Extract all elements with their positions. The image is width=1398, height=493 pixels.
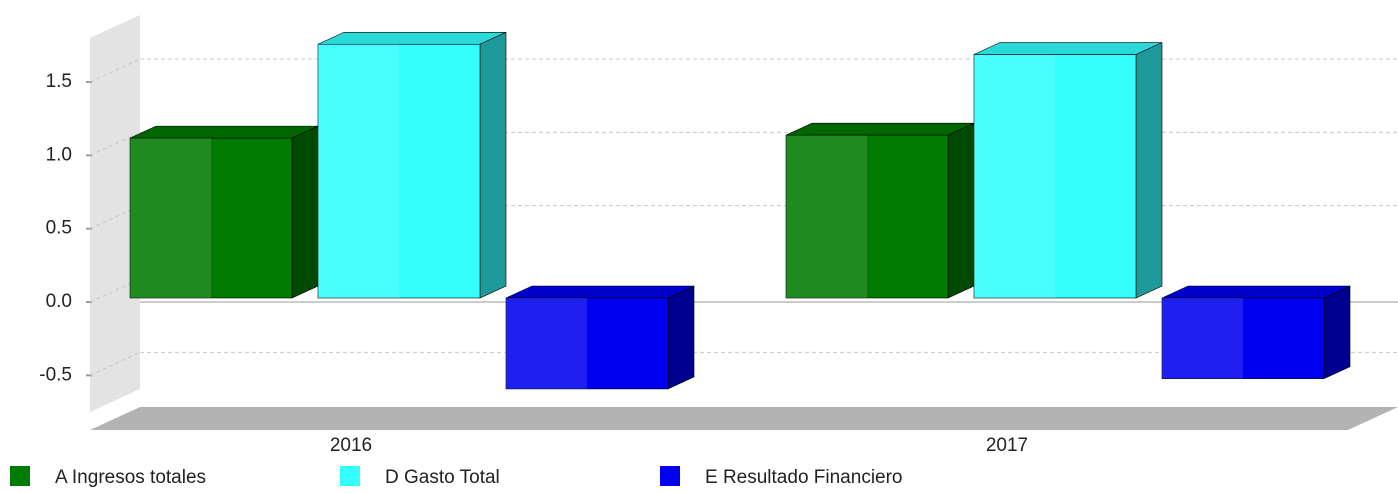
legend-label: E Resultado Financiero [705, 467, 903, 488]
bar-side-shade [480, 32, 506, 299]
bar-top-shade [506, 286, 694, 298]
grid-line [89, 58, 141, 83]
bar-top-shade [974, 42, 1162, 55]
bar [317, 43, 481, 299]
legend-swatch [340, 466, 360, 486]
bar-shine [1162, 298, 1243, 379]
grid-line [89, 131, 141, 156]
bar [129, 137, 293, 299]
bar-shine [130, 138, 211, 298]
y-tick-label: 0.0 [46, 291, 72, 312]
bar-side-shade [1324, 286, 1350, 379]
bar-shine [974, 54, 1055, 299]
grid-line [89, 351, 141, 376]
legend-label: A Ingresos totales [55, 467, 206, 488]
bar-side-shade [948, 123, 974, 298]
bar-shine [506, 298, 587, 389]
bar-side-shade [292, 126, 318, 298]
legend-swatch [10, 466, 30, 486]
x-tick-label: 2016 [330, 435, 372, 456]
legend-label: D Gasto Total [385, 467, 500, 488]
bar-top-shade [318, 32, 506, 45]
bar-top-shade [786, 123, 974, 136]
y-tick-label: 1.5 [46, 71, 72, 92]
bar [973, 54, 1137, 299]
bar-side-shade [668, 286, 694, 389]
y-tick-label: -0.5 [39, 364, 72, 385]
bar-shine [786, 135, 867, 298]
bar-side-shade [1136, 42, 1162, 299]
y-tick-label: 1.0 [46, 144, 72, 165]
bar-shine [318, 44, 399, 299]
legend-swatch [660, 466, 680, 486]
bar [505, 297, 669, 390]
side-wall [90, 15, 140, 412]
bar-top-shade [1162, 286, 1350, 298]
bar-top-shade [130, 126, 318, 139]
bar [1161, 297, 1325, 379]
bar [785, 134, 949, 299]
y-tick-label: 0.5 [46, 218, 72, 239]
floor [90, 407, 1398, 430]
x-tick-label: 2017 [986, 435, 1028, 456]
